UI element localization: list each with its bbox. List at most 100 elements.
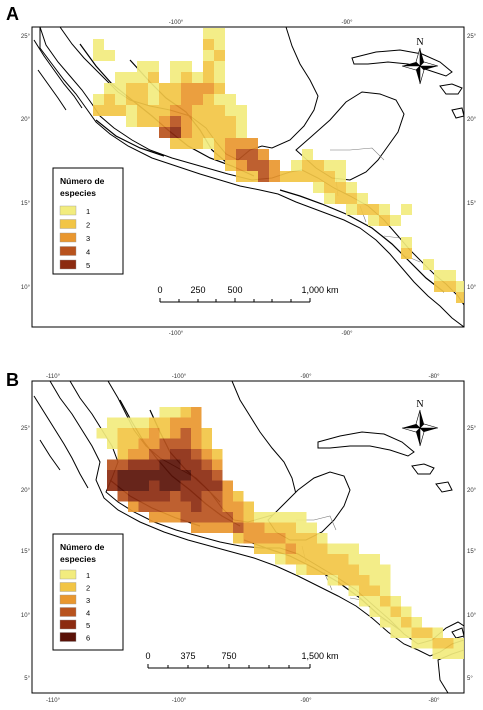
map-a-species-cell (225, 94, 236, 105)
map-b-species-cell (380, 606, 391, 617)
map-a-legend-label: 2 (86, 221, 90, 230)
map-b-species-cell (317, 543, 328, 554)
map-b-species-cell (443, 638, 454, 649)
map-a-species-cell (126, 72, 137, 83)
map-b-north-arrow-icon: N (401, 399, 439, 447)
map-b-species-cell (159, 438, 170, 449)
map-b-species-cell (233, 533, 244, 544)
map-a-species-cell (225, 105, 236, 116)
map-a-species-cell (192, 72, 203, 83)
map-b-species-cell (128, 438, 139, 449)
map-b-species-cell (327, 564, 338, 575)
map-b-species-cell (296, 512, 307, 523)
map-b-legend-swatch (59, 607, 77, 617)
map-a-species-cell (335, 160, 346, 171)
map-a-species-cell (203, 72, 214, 83)
map-b-land (49, 381, 464, 657)
map-b-species-cell (306, 543, 317, 554)
map-b-species-cell (359, 554, 370, 565)
map-a-species-cell (214, 138, 225, 149)
map-b-species-cell (348, 575, 359, 586)
map-b-legend-label: 3 (86, 596, 90, 605)
map-a-species-cell (93, 105, 104, 116)
map-b-species-cell (212, 470, 223, 481)
map-a-species-cell (170, 83, 181, 94)
map-a-right-tick: 25° (467, 34, 477, 40)
map-a-species-cell (258, 149, 269, 160)
map-b-left-tick: 15° (21, 549, 31, 555)
map-a-right-tick: 20° (467, 117, 477, 123)
map-b-species-cell (411, 617, 422, 628)
map-a-species-cell (148, 61, 159, 72)
map-a-species-cell (170, 127, 181, 138)
map-a-species-cell (159, 127, 170, 138)
map-a-species-cell (203, 50, 214, 61)
map-a-species-cell (137, 72, 148, 83)
map-a-species-cell (203, 127, 214, 138)
map-b-species-cell (117, 459, 128, 470)
map-b-species-cell (201, 428, 212, 439)
map-b-species-cell (191, 491, 202, 502)
map-a-species-cell (445, 270, 456, 281)
map-b-top-tick: -90° (300, 374, 312, 380)
map-a-species-cell (236, 116, 247, 127)
map-b-species-cell (285, 554, 296, 565)
map-b-species-cell (453, 638, 464, 649)
map-a-top-tick: -90° (341, 20, 353, 26)
map-b-legend-label: 2 (86, 584, 90, 593)
map-b-species-cell (212, 459, 223, 470)
map-b-species-cell (243, 512, 254, 523)
map-b-species-cell (159, 470, 170, 481)
map-a-legend-title: Número de (60, 176, 105, 186)
map-a-species-cell (126, 105, 137, 116)
map-b-species-cell (149, 512, 160, 523)
map-b-baja (33, 395, 89, 489)
map-a-land (39, 27, 464, 327)
map-a-species-cell (192, 127, 203, 138)
map-b-species-cell (107, 480, 118, 491)
map-a-species-cell (324, 182, 335, 193)
map-b-left-tick: 5° (24, 676, 30, 682)
map-b-species-cell (170, 470, 181, 481)
map-b-species-cell (191, 480, 202, 491)
map-a-species-cell (170, 105, 181, 116)
map-a-bottom-tick: -90° (341, 331, 353, 337)
map-b-species-cell (149, 438, 160, 449)
map-b-species-cell (191, 428, 202, 439)
map-b-species-cell (191, 438, 202, 449)
map-a-species-cell (368, 204, 379, 215)
map-a-species-cell (203, 94, 214, 105)
map-b-species-cell (107, 417, 118, 428)
map-b-species-cell (149, 428, 160, 439)
map-a-legend-label: 3 (86, 234, 90, 243)
map-a-species-cell (313, 171, 324, 182)
map-a-species-cell (434, 281, 445, 292)
map-b-species-cell (212, 480, 223, 491)
map-b-legend-swatch (59, 619, 77, 630)
map-a-species-cell (379, 204, 390, 215)
map-b-species-cell (212, 491, 223, 502)
map-a-species-cell (368, 215, 379, 226)
map-b-species-cell (159, 459, 170, 470)
map-b-species-cell (159, 449, 170, 460)
map-b-species-cell (369, 585, 380, 596)
map-a-species-cell (203, 61, 214, 72)
map-b-species-cell (285, 543, 296, 554)
map-b-legend-label: 5 (86, 621, 90, 630)
map-b-species-cell (327, 575, 338, 586)
map-b-species-cell (222, 522, 233, 533)
map-b-species-cell (359, 564, 370, 575)
map-a-species-cell (214, 94, 225, 105)
map-b-species-cell (233, 491, 244, 502)
map-b-species-cell (338, 543, 349, 554)
map-b-species-cell (254, 543, 265, 554)
map-b-species-cell (380, 596, 391, 607)
map-a-species-cell (346, 193, 357, 204)
map-a-species-cell (170, 138, 181, 149)
map-a-species-cell (214, 61, 225, 72)
map-b-right-tick: 25° (467, 426, 477, 432)
map-b-species-cell (191, 501, 202, 512)
map-a-species-cell (214, 116, 225, 127)
map-a-species-cell (467, 292, 478, 303)
